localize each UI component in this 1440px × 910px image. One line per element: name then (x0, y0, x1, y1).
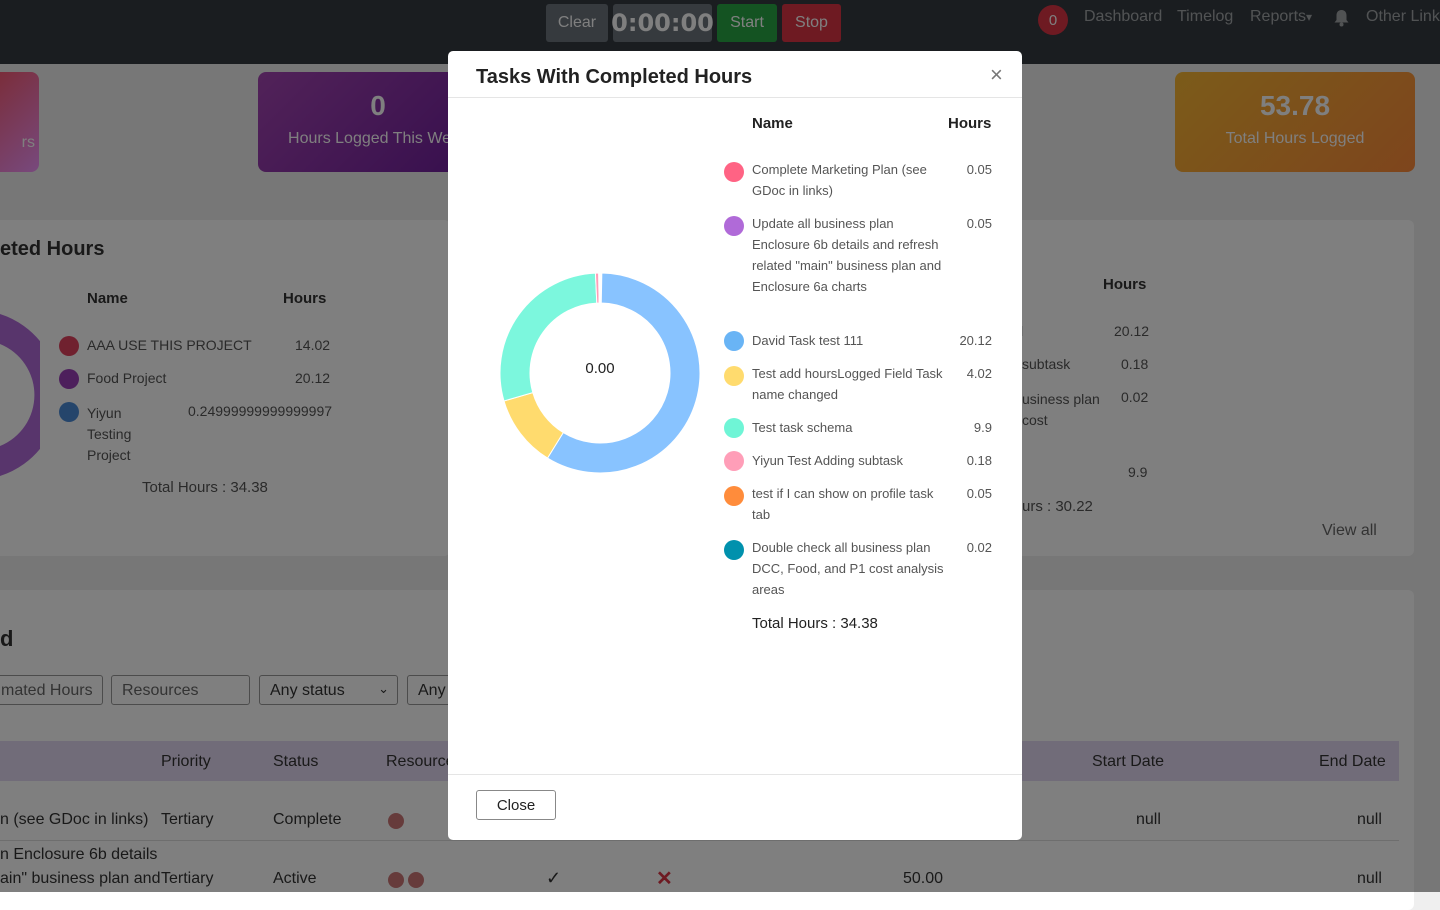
legend-task-name: Update all business plan Enclosure 6b de… (752, 213, 944, 297)
legend-task-hours: 9.9 (928, 417, 992, 438)
legend-task-name: Test add hoursLogged Field Task name cha… (752, 363, 944, 405)
legend-task-hours: 0.02 (928, 537, 992, 558)
donut-slice[interactable] (500, 273, 597, 401)
legend-task-name: Test task schema (752, 417, 944, 438)
legend-task-hours: 0.18 (928, 450, 992, 471)
modal-total-hours: Total Hours : 34.38 (752, 615, 878, 632)
legend-task-hours: 20.12 (928, 330, 992, 351)
close-button[interactable]: Close (476, 790, 556, 820)
legend-dot (724, 486, 744, 506)
legend-dot (724, 418, 744, 438)
legend-task-name: Yiyun Test Adding subtask (752, 450, 944, 471)
modal-footer: Close (448, 774, 1022, 840)
legend-task-name: David Task test 111 (752, 330, 944, 351)
modal-header: Tasks With Completed Hours × (448, 51, 1022, 98)
close-icon[interactable]: × (990, 65, 1003, 85)
legend-task-hours: 0.05 (928, 159, 992, 180)
modal-col-name: Name (752, 115, 793, 132)
tasks-completed-modal: Tasks With Completed Hours × 0.00 Name H… (448, 51, 1022, 840)
modal-title: Tasks With Completed Hours (476, 66, 752, 89)
legend-task-hours: 4.02 (928, 363, 992, 384)
legend-task-name: test if I can show on profile task tab (752, 483, 944, 525)
legend-task-hours: 0.05 (928, 483, 992, 504)
legend-dot (724, 331, 744, 351)
legend-dot (724, 216, 744, 236)
legend-dot (724, 540, 744, 560)
donut-center-value: 0.00 (550, 360, 650, 377)
legend-task-hours: 0.05 (928, 213, 992, 234)
legend-dot (724, 162, 744, 182)
modal-col-hours: Hours (948, 115, 991, 132)
legend-dot (724, 451, 744, 471)
legend-task-name: Double check all business plan DCC, Food… (752, 537, 944, 600)
legend-task-name: Complete Marketing Plan (see GDoc in lin… (752, 159, 944, 201)
legend-dot (724, 366, 744, 386)
